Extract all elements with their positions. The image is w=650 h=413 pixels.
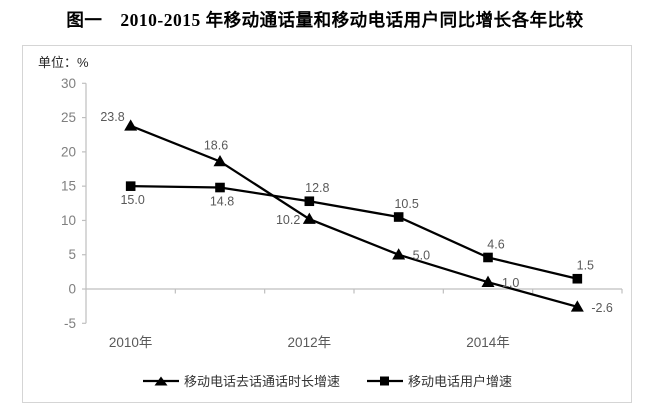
x-tick-label: 2010年 [109, 335, 153, 350]
triangle-marker [124, 119, 138, 131]
series-line-triangle [130, 124, 578, 308]
legend-item-call-duration-growth: 移动电话去话通话时长增速 [142, 371, 340, 390]
y-tick-label: 10 [61, 213, 76, 228]
data-label: 4.6 [487, 237, 504, 251]
chart-area: 30 25 20 15 10 5 0 -5 2010年 2012年 2014年 15.0 14.8 12.… [22, 45, 632, 403]
data-label: 10.2 [276, 213, 300, 227]
square-marker [572, 273, 583, 284]
data-label: -2.6 [591, 301, 613, 315]
y-tick-label: 5 [68, 247, 76, 262]
data-label: 5.0 [413, 249, 430, 263]
triangle-line-marker-icon [142, 376, 179, 385]
y-tick-label: 25 [61, 110, 76, 125]
data-label: 14.8 [210, 195, 234, 209]
x-tick-label: 2014年 [466, 335, 510, 350]
x-tick-label: 2012年 [288, 335, 332, 350]
y-tick-label: 15 [61, 179, 76, 194]
data-label: 18.6 [204, 138, 228, 152]
y-tick-label: 30 [61, 76, 76, 91]
square-marker [125, 181, 136, 191]
series-line-square [130, 185, 578, 280]
triangle-marker [392, 248, 406, 260]
data-label: 1.0 [502, 276, 519, 290]
line-chart-plot: 30 25 20 15 10 5 0 -5 2010年 2012年 2014年 15.0 14.8 12.… [61, 76, 623, 350]
y-tick-label: 20 [61, 144, 76, 159]
square-line-marker-icon [367, 376, 403, 385]
square-marker [393, 212, 404, 222]
data-label: 10.5 [394, 197, 418, 211]
triangle-marker [481, 275, 495, 287]
data-label: 15.0 [120, 193, 144, 207]
y-tick-label: 0 [68, 282, 76, 297]
data-label: 12.8 [305, 181, 329, 195]
data-label: 23.8 [100, 110, 124, 124]
legend-label-subscriber-growth: 移动电话用户增速 [408, 374, 513, 389]
chart-title: 图一 2010-2015 年移动通话量和移动电话用户同比增长各年比较 [66, 10, 584, 30]
square-marker [215, 182, 225, 193]
square-marker [304, 196, 315, 207]
triangle-marker [302, 212, 316, 224]
legend: 移动电话去话通话时长增速 移动电话用户增速 [23, 371, 631, 390]
y-axis-unit-label: 单位：% [38, 55, 89, 70]
legend-label-call-duration-growth: 移动电话去话通话时长增速 [183, 374, 340, 389]
data-label: 1.5 [577, 259, 594, 273]
square-marker [483, 252, 493, 263]
legend-item-subscriber-growth: 移动电话用户增速 [366, 371, 512, 390]
triangle-marker [213, 154, 227, 167]
triangle-marker [570, 300, 584, 312]
y-tick-label: -5 [64, 316, 76, 331]
